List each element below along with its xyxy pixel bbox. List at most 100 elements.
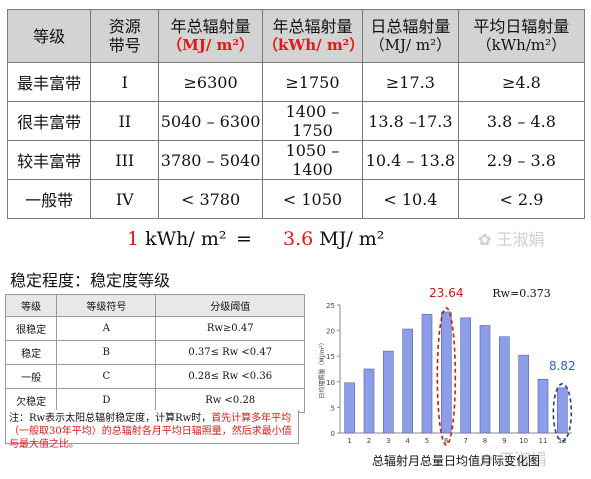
table-cell: I bbox=[90, 62, 160, 102]
x-tick-label: 7 bbox=[463, 437, 467, 445]
watermark-bottom: ✿ 王淑娟 bbox=[480, 446, 547, 470]
x-tick-label: 8 bbox=[483, 437, 487, 445]
table-cell: II bbox=[90, 101, 160, 141]
y-tick-label: 5 bbox=[331, 404, 335, 412]
stability-row: 很稳定 A Rw≥0.47 bbox=[4, 316, 305, 341]
bar-month-6 bbox=[441, 311, 452, 434]
x-tick-label: 9 bbox=[502, 437, 506, 445]
note-text: 注：Rw表示太阳总辐射稳定度，计算Rw时， bbox=[9, 413, 212, 424]
max-highlight bbox=[436, 307, 457, 446]
wechat-icon: ✿ bbox=[478, 230, 492, 249]
stability-note: 注：Rw表示太阳总辐射稳定度，计算Rw时，首先计算多年平均（一般取30年平均）的… bbox=[5, 410, 299, 450]
table-cell: < 10.4 bbox=[361, 179, 459, 219]
bar-month-11 bbox=[537, 378, 549, 434]
y-tick-label: 20 bbox=[326, 328, 335, 336]
header-cell: 资源 带号 bbox=[90, 9, 160, 63]
radiation-resource-table: 等级 资源 带号 年总辐射量 （MJ/ m²） 年总辐射量 （kWh/ m²） 日总辐射量 （M… bbox=[6, 9, 586, 219]
table-body: 最丰富带 I ≥6300 ≥1750 ≥17.3 ≥4.8 很丰富带 II 5040 – 630… bbox=[6, 62, 586, 219]
stability-cell: 0.37≤ Rw <0.47 bbox=[155, 340, 305, 365]
table-cell: < 2.9 bbox=[457, 179, 586, 219]
bar-month-3 bbox=[383, 350, 394, 434]
table-row: 最丰富带 I ≥6300 ≥1750 ≥17.3 ≥4.8 bbox=[6, 62, 586, 102]
watermark-text: 王淑娟 bbox=[498, 450, 547, 469]
stability-cell: 一般 bbox=[4, 364, 58, 389]
y-tick-label: 25 bbox=[326, 302, 335, 310]
y-axis-label: 日均辐照量（MJ/m²） bbox=[318, 339, 326, 398]
note-highlight: 首先计算多年平均（一般取30年平均）的总辐射各月平均日辐照量，然后求最小值与最大… bbox=[9, 413, 292, 450]
header-cell: 年总辐射量 （MJ/ m²） bbox=[158, 9, 263, 63]
bar-month-7 bbox=[460, 317, 471, 434]
rw-label: Rw=0.373 bbox=[492, 287, 550, 300]
stability-row: 一般 C 0.28≤ Rw <0.36 bbox=[4, 364, 305, 389]
header-cell: 日总辐射量 （MJ/ m²） bbox=[361, 9, 459, 63]
x-tick-label: 6 bbox=[444, 437, 449, 445]
table-cell: ≥1750 bbox=[261, 62, 363, 102]
stability-header-cell: 等级符号 bbox=[56, 294, 157, 317]
stability-cell: A bbox=[56, 316, 157, 341]
header-cell: 等级 bbox=[6, 9, 92, 63]
bar-month-2 bbox=[363, 368, 375, 434]
x-tick-label: 2 bbox=[367, 437, 371, 445]
header-line: 带号 bbox=[108, 36, 141, 55]
stability-cell: C bbox=[56, 364, 157, 389]
header-cell: 平均日辐射量 （kWh/m²） bbox=[457, 9, 586, 63]
formula-right: 3.6 MJ/ m² bbox=[283, 228, 384, 250]
table-header-row: 等级 资源 带号 年总辐射量 （MJ/ m²） 年总辐射量 （kWh/ m²） 日总辐射量 （M… bbox=[6, 9, 586, 63]
header-line: 资源 bbox=[108, 17, 141, 36]
formula-right-unit: MJ/ m² bbox=[319, 228, 385, 250]
table-cell: 很丰富带 bbox=[6, 101, 92, 141]
x-tick-label: 4 bbox=[405, 437, 410, 445]
wechat-icon: ✿ bbox=[480, 450, 494, 469]
max-label: 23.64 bbox=[429, 286, 463, 300]
bar-month-8 bbox=[479, 325, 491, 434]
stability-header-row: 等级 等级符号 分级阈值 bbox=[4, 294, 305, 317]
table-cell: 2.9 – 3.8 bbox=[457, 140, 586, 180]
formula-left-unit: kWh/ m² bbox=[145, 228, 227, 250]
table-cell: < 1050 bbox=[261, 179, 363, 219]
stability-body: 很稳定 A Rw≥0.47 稳定 B 0.37≤ Rw <0.47 一般 C 0.28≤ Rw … bbox=[4, 316, 305, 413]
header-unit: （kWh/m²） bbox=[476, 36, 567, 54]
stability-cell: Rw <0.28 bbox=[155, 388, 305, 413]
table-cell: III bbox=[90, 140, 160, 180]
stability-row: 稳定 B 0.37≤ Rw <0.47 bbox=[4, 340, 305, 365]
min-label: 8.82 bbox=[549, 359, 576, 373]
bar-month-1 bbox=[344, 382, 355, 434]
watermark-text: 王淑娟 bbox=[496, 230, 545, 249]
bar-month-4 bbox=[402, 328, 413, 434]
x-tick-label: 1 bbox=[347, 437, 351, 445]
table-cell: ≥4.8 bbox=[457, 62, 586, 102]
x-tick-label: 5 bbox=[425, 437, 429, 445]
table-cell: 较丰富带 bbox=[6, 140, 92, 180]
table-row: 很丰富带 II 5040 – 6300 1400 – 1750 13.8 –17.3 3.… bbox=[6, 101, 586, 141]
table-cell: 3.8 – 4.8 bbox=[457, 101, 586, 141]
watermark-top: ✿ 王淑娟 bbox=[478, 226, 545, 250]
header-line: 等级 bbox=[33, 26, 66, 46]
stability-cell: D bbox=[56, 388, 157, 413]
bar-month-10 bbox=[518, 354, 529, 434]
header-unit: （MJ/ m²） bbox=[167, 36, 254, 54]
bar-month-5 bbox=[421, 313, 433, 434]
table-cell: 5040 – 6300 bbox=[158, 101, 263, 141]
table-cell: < 3780 bbox=[158, 179, 263, 219]
x-tick-label: 10 bbox=[519, 437, 528, 445]
header-unit: （kWh/ m²） bbox=[262, 36, 365, 54]
table-cell: 最丰富带 bbox=[6, 62, 92, 102]
header-line: 年总辐射量 bbox=[170, 17, 251, 36]
header-cell: 年总辐射量 （kWh/ m²） bbox=[261, 9, 365, 63]
stability-cell: 稳定 bbox=[4, 340, 58, 365]
table-cell: 13.8 –17.3 bbox=[361, 101, 459, 141]
x-tick-label: 3 bbox=[386, 437, 390, 445]
table-cell: 1050 – 1400 bbox=[261, 140, 363, 180]
header-unit: （MJ/ m²） bbox=[369, 36, 452, 54]
formula-equals: = bbox=[236, 228, 252, 250]
table-row: 较丰富带 III 3780 – 5040 1050 – 1400 10.4 – 13.8… bbox=[6, 140, 586, 180]
min-highlight bbox=[552, 383, 573, 442]
stability-cell: 欠稳定 bbox=[4, 388, 58, 413]
stability-cell: 0.28≤ Rw <0.36 bbox=[155, 364, 305, 389]
y-tick-label: 15 bbox=[326, 353, 335, 361]
y-tick-label: 0 bbox=[331, 430, 335, 438]
stability-header-cell: 分级阈值 bbox=[155, 294, 305, 317]
stability-cell: B bbox=[56, 340, 157, 365]
table-row: 一般带 IV < 3780 < 1050 < 10.4 < 2.9 bbox=[6, 179, 586, 219]
